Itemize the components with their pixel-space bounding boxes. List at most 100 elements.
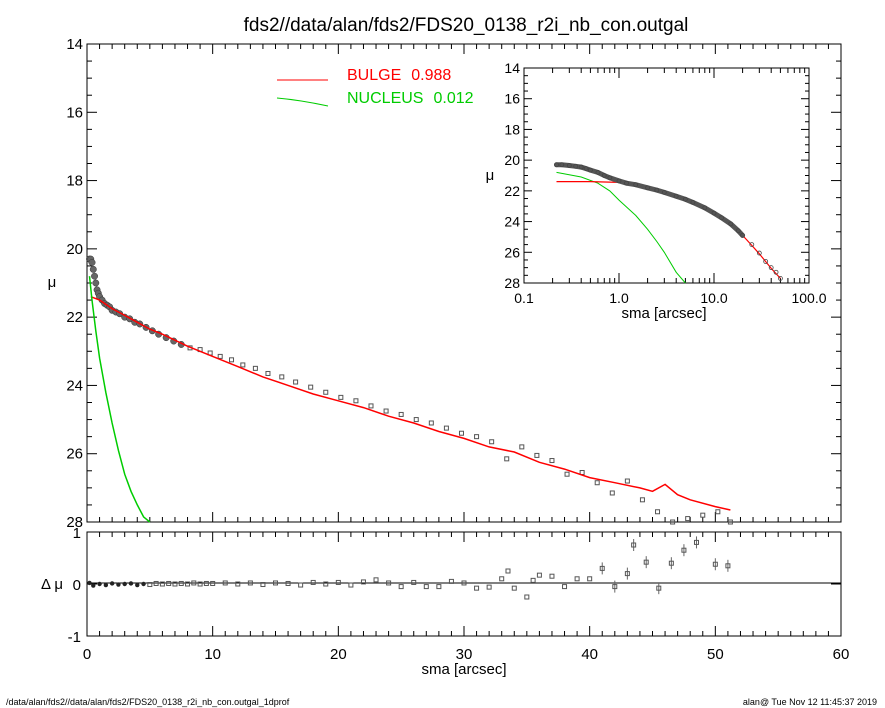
residual-data-point <box>260 582 266 588</box>
inset-data-point <box>763 259 769 264</box>
inset-data-point <box>773 269 779 275</box>
residual-data-point <box>474 585 480 591</box>
legend-nucleus-label: NUCLEUS 0.012 <box>347 90 474 107</box>
inset-xtick-label: 10.0 <box>700 290 727 306</box>
inset-plot-frame <box>523 67 810 284</box>
residual-data-point <box>524 594 530 600</box>
residual-data-point <box>373 577 379 583</box>
inset-data-point <box>719 215 724 221</box>
legend-bulge-label: BULGE 0.988 <box>347 67 451 84</box>
main-data-point <box>240 362 246 368</box>
inset-data-point <box>566 163 572 168</box>
main-data-point <box>217 353 223 359</box>
residual-data-point <box>624 571 630 577</box>
inset-xtick-label: 100.0 <box>791 290 826 306</box>
residual-xtick-label: 50 <box>707 646 724 663</box>
inset-data-band <box>554 162 746 238</box>
inset-data-point <box>711 210 717 216</box>
main-data-point <box>504 456 510 462</box>
main-data-point <box>398 411 404 417</box>
residual-data-point <box>285 580 291 586</box>
residual-data-point <box>562 584 568 590</box>
residual-data-point <box>386 580 392 586</box>
main-data-point <box>549 458 555 464</box>
inset-xlabel: sma [arcsec] <box>621 305 706 322</box>
residual-data-point <box>725 563 731 569</box>
main-data-point <box>265 370 271 376</box>
inset-ytick-label: 14 <box>504 60 520 76</box>
residual-data-point <box>172 581 178 587</box>
main-ytick-label: 22 <box>66 309 83 326</box>
residual-data-point <box>178 580 184 586</box>
residual-plot-frame <box>86 531 842 637</box>
legend-nucleus-swatch <box>276 97 329 107</box>
footer-left: /data/alan/fds2//data/alan/fds2/FDS20_01… <box>6 697 290 707</box>
inset-data-point <box>616 178 622 184</box>
main-data-point <box>368 403 374 409</box>
legend-bulge-value: 0.988 <box>411 67 451 84</box>
residual-data-point <box>122 581 127 587</box>
main-data-point <box>229 357 235 363</box>
residual-data-point <box>323 581 329 587</box>
residual-ytick-label: 0 <box>73 577 81 594</box>
main-data-point <box>715 509 721 515</box>
inset-data-point <box>768 265 774 271</box>
inset-data-point <box>645 185 650 191</box>
residual-data-point <box>436 584 442 590</box>
residual-data-point <box>668 560 674 566</box>
residual-data-point <box>693 539 699 545</box>
residual-xtick-label: 30 <box>456 646 473 663</box>
inset-data-point <box>588 167 593 173</box>
inset-data-point <box>728 221 734 227</box>
residual-data-point <box>298 582 304 588</box>
main-data-point <box>92 279 100 287</box>
main-data-point <box>489 439 495 445</box>
inset-data-point <box>661 189 667 195</box>
residual-data-point <box>197 581 203 587</box>
residual-ytick-label: -1 <box>68 629 81 646</box>
inset-data-point <box>559 162 565 168</box>
residual-ylabel: Δ μ <box>41 576 63 593</box>
inset-xtick-label: 1.0 <box>609 290 629 306</box>
residual-data-point <box>549 573 555 579</box>
inset-ytick-label: 28 <box>504 275 520 291</box>
residual-data-point <box>87 580 92 586</box>
residual-data-point <box>574 576 580 582</box>
main-data-point <box>443 425 449 431</box>
main-data-point <box>594 480 600 486</box>
residual-data-point <box>411 579 417 585</box>
residual-data-point <box>499 576 505 582</box>
main-data-point <box>88 259 96 266</box>
residual-data-point <box>348 582 354 588</box>
footer-right: alan@ Tue Nov 12 11:45:37 2019 <box>743 697 877 707</box>
main-data-point <box>353 398 359 404</box>
inset-data-point <box>749 242 755 248</box>
residual-data-point <box>109 581 115 586</box>
residual-data-point <box>97 581 102 587</box>
residual-data-point <box>536 572 542 578</box>
main-data-point <box>458 430 464 436</box>
residual-xtick-label: 20 <box>330 646 347 663</box>
inset-ytick-label: 26 <box>504 244 520 260</box>
residual-data-point <box>599 565 605 571</box>
inset-ylabel: μ <box>486 167 495 184</box>
main-data-point <box>700 512 706 518</box>
inset-data-point <box>735 228 741 234</box>
residual-data-point <box>141 581 146 587</box>
main-data-point <box>383 408 389 414</box>
inset-data-point <box>554 162 559 168</box>
residual-data-point <box>631 542 637 548</box>
residual-data-point <box>222 580 228 586</box>
legend-bulge-name: BULGE <box>347 67 401 84</box>
residual-data-point <box>135 582 140 588</box>
legend-nucleus-value: 0.012 <box>433 90 473 107</box>
main-data-point <box>428 420 434 426</box>
main-data-point <box>474 434 480 440</box>
inset-data-point <box>624 180 629 186</box>
inset-data-point <box>778 275 783 281</box>
inset-ytick-label: 18 <box>504 121 520 137</box>
main-data-point <box>564 471 570 477</box>
inset-data-point <box>654 187 660 193</box>
main-data-point <box>519 444 525 450</box>
